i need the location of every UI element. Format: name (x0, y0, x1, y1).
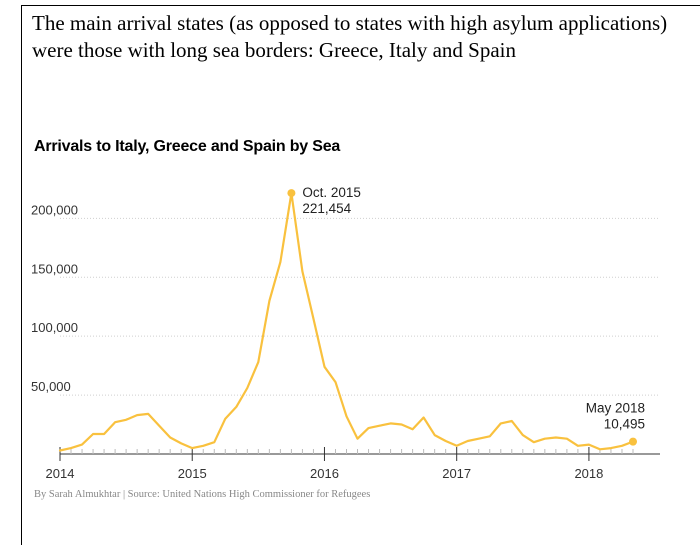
latest-label-date: May 2018 (586, 401, 645, 416)
x-axis (59, 447, 660, 461)
latest-point (629, 437, 637, 446)
line-chart: 50,000 100,000 150,000 200,000 2014 2015 2016… (31, 185, 660, 481)
series (58, 192, 635, 452)
content-frame (21, 5, 700, 545)
y-tick-label: 150,000 (31, 261, 78, 276)
x-axis-labels: 2014 2015 2016 2017 2018 (46, 466, 604, 481)
chart-title: Arrivals to Italy, Greece and Spain by S… (34, 138, 341, 155)
x-tick-label: 2017 (442, 466, 471, 481)
y-tick-label: 100,000 (31, 320, 78, 335)
gridlines (60, 217, 660, 396)
peak-label-date: Oct. 2015 (302, 185, 361, 200)
x-tick-label: 2015 (178, 466, 207, 481)
latest-label-value: 10,495 (604, 417, 645, 432)
y-axis-labels: 50,000 100,000 150,000 200,000 (31, 202, 78, 394)
y-tick-label: 50,000 (31, 379, 71, 394)
y-tick-label: 200,000 (31, 202, 78, 217)
intro-text: The main arrival states (as opposed to s… (32, 11, 668, 62)
peak-point (287, 189, 296, 198)
peak-label-value: 221,454 (302, 201, 351, 216)
series-line (58, 192, 635, 452)
chart-credit: By Sarah Almukhtar | Source: United Nati… (34, 489, 371, 500)
x-tick-label: 2014 (46, 466, 75, 481)
x-tick-label: 2016 (310, 466, 339, 481)
x-tick-label: 2018 (574, 466, 603, 481)
